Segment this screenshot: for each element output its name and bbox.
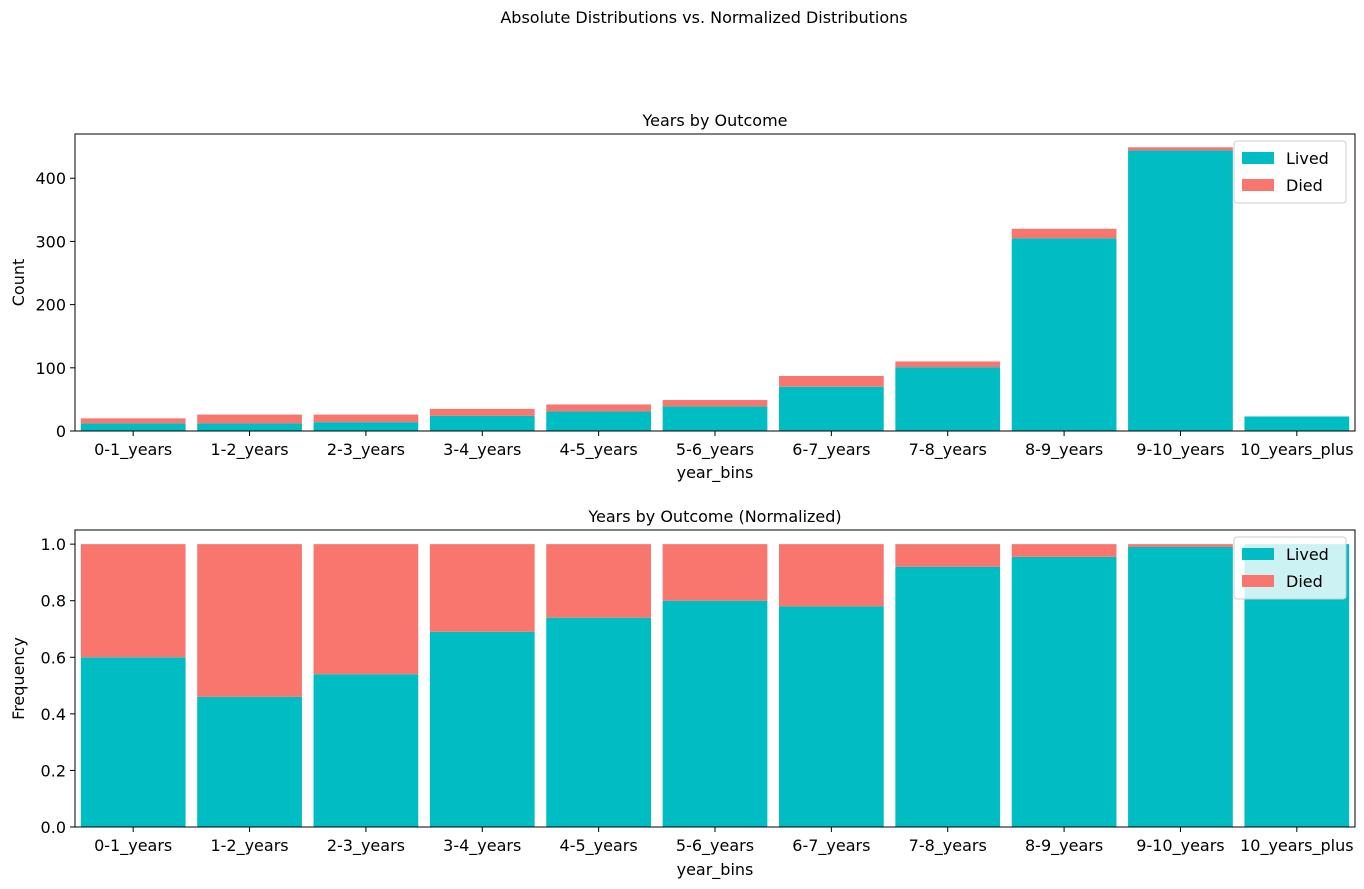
bar-died-0-1_years [80, 544, 186, 658]
x-tick-label: 10_years_plus [1240, 836, 1353, 856]
bar-lived-5-6_years [662, 600, 768, 827]
bar-lived-6-7_years [779, 386, 884, 431]
y-axis-label: Count [9, 259, 28, 307]
bar-lived-8-9_years [1011, 556, 1117, 827]
bar-lived-0-1_years [80, 423, 186, 431]
bar-died-3-4_years [429, 544, 535, 632]
bar-lived-2-3_years [313, 674, 419, 827]
bar-died-9-10_years [1128, 147, 1233, 151]
y-tick-label: 400 [35, 169, 66, 188]
bar-died-8-9_years [1011, 544, 1117, 557]
bar-died-0-1_years [80, 418, 186, 424]
bar-lived-6-7_years [779, 606, 884, 827]
bar-lived-3-4_years [429, 415, 535, 431]
x-tick-label: 3-4_years [443, 440, 521, 460]
bar-lived-7-8_years [895, 566, 1001, 827]
y-tick-label: 100 [35, 359, 66, 378]
x-tick-label: 8-9_years [1025, 440, 1103, 460]
bar-died-3-4_years [429, 408, 535, 416]
x-tick-label: 1-2_years [210, 836, 288, 856]
x-tick-label: 5-6_years [676, 440, 754, 460]
bar-lived-0-1_years [80, 657, 186, 827]
bar-died-8-9_years [1011, 228, 1117, 239]
legend-label-died: Died [1286, 572, 1323, 591]
chart-absolute: 0-1_years 1-2_years 2-3_years 3-4_years 4-5_… [9, 111, 1356, 483]
x-tick-label: 0-1_years [94, 836, 172, 856]
bar-lived-9-10_years [1128, 150, 1233, 431]
bar-died-5-6_years [662, 400, 768, 407]
y-axis-label: Frequency [9, 637, 28, 720]
bar-died-4-5_years [546, 544, 651, 618]
x-tick-label: 5-6_years [676, 836, 754, 856]
bar-lived-5-6_years [662, 406, 768, 431]
y-tick-label: 0.4 [41, 705, 66, 724]
bar-died-2-3_years [313, 544, 419, 675]
bar-lived-8-9_years [1011, 238, 1117, 431]
bar-lived-10_years_plus [1244, 416, 1350, 431]
bar-died-5-6_years [662, 544, 768, 601]
legend-swatch-died [1242, 179, 1274, 191]
y-tick-label: 200 [35, 296, 66, 315]
x-tick-label: 1-2_years [210, 440, 288, 460]
legend-label-lived: Lived [1286, 545, 1329, 564]
y-tick-label: 0 [56, 422, 66, 441]
legend-swatch-lived [1242, 548, 1274, 560]
axes-title: Years by Outcome [641, 111, 787, 130]
x-tick-label: 7-8_years [909, 440, 987, 460]
y-tick-label: 1.0 [41, 535, 66, 554]
x-tick-label: 4-5_years [560, 836, 638, 856]
bar-died-2-3_years [313, 414, 419, 423]
axes-frame [74, 133, 1356, 432]
bar-died-6-7_years [779, 544, 884, 607]
x-tick-label: 8-9_years [1025, 836, 1103, 856]
x-tick-label: 2-3_years [327, 440, 405, 460]
bar-died-6-7_years [779, 376, 884, 387]
x-tick-label: 6-7_years [792, 440, 870, 460]
bar-lived-7-8_years [895, 367, 1001, 431]
x-tick-label: 2-3_years [327, 836, 405, 856]
x-axis-label: year_bins [677, 463, 754, 483]
bar-lived-4-5_years [546, 617, 651, 827]
bar-died-9-10_years [1128, 544, 1233, 547]
x-tick-label: 0-1_years [94, 440, 172, 460]
legend-swatch-died [1242, 575, 1274, 587]
x-tick-label: 6-7_years [792, 836, 870, 856]
x-tick-label: 10_years_plus [1240, 440, 1353, 460]
x-tick-label: 4-5_years [560, 440, 638, 460]
bar-died-1-2_years [197, 414, 302, 424]
legend-swatch-lived [1242, 152, 1274, 164]
legend-label-lived: Lived [1286, 149, 1329, 168]
axes-title: Years by Outcome (Normalized) [587, 507, 841, 526]
figure-suptitle: Absolute Distributions vs. Normalized Di… [500, 8, 907, 27]
x-tick-label: 9-10_years [1136, 836, 1224, 856]
bar-died-7-8_years [895, 361, 1001, 368]
legend-label-died: Died [1286, 176, 1323, 195]
x-axis-label: year_bins [677, 860, 754, 880]
bar-died-1-2_years [197, 544, 302, 697]
y-tick-label: 0.8 [41, 592, 66, 611]
bar-lived-9-10_years [1128, 546, 1233, 827]
x-tick-label: 9-10_years [1136, 440, 1224, 460]
chart-normalized: 0-1_years 1-2_years 2-3_years 3-4_years 4-5_… [9, 507, 1356, 880]
legend: Lived Died [1233, 536, 1347, 600]
bar-lived-1-2_years [197, 696, 302, 827]
bar-died-4-5_years [546, 404, 651, 412]
bar-died-7-8_years [895, 544, 1001, 567]
bar-lived-4-5_years [546, 411, 651, 431]
x-tick-label: 3-4_years [443, 836, 521, 856]
y-tick-label: 0.2 [41, 761, 66, 780]
x-tick-label: 7-8_years [909, 836, 987, 856]
bar-lived-3-4_years [429, 631, 535, 827]
axes-frame [74, 529, 1356, 828]
legend: Lived Died [1233, 140, 1347, 204]
bar-lived-2-3_years [313, 422, 419, 431]
y-tick-label: 0.0 [41, 818, 66, 837]
y-tick-label: 0.6 [41, 648, 66, 667]
bar-lived-1-2_years [197, 423, 302, 431]
y-tick-label: 300 [35, 232, 66, 251]
